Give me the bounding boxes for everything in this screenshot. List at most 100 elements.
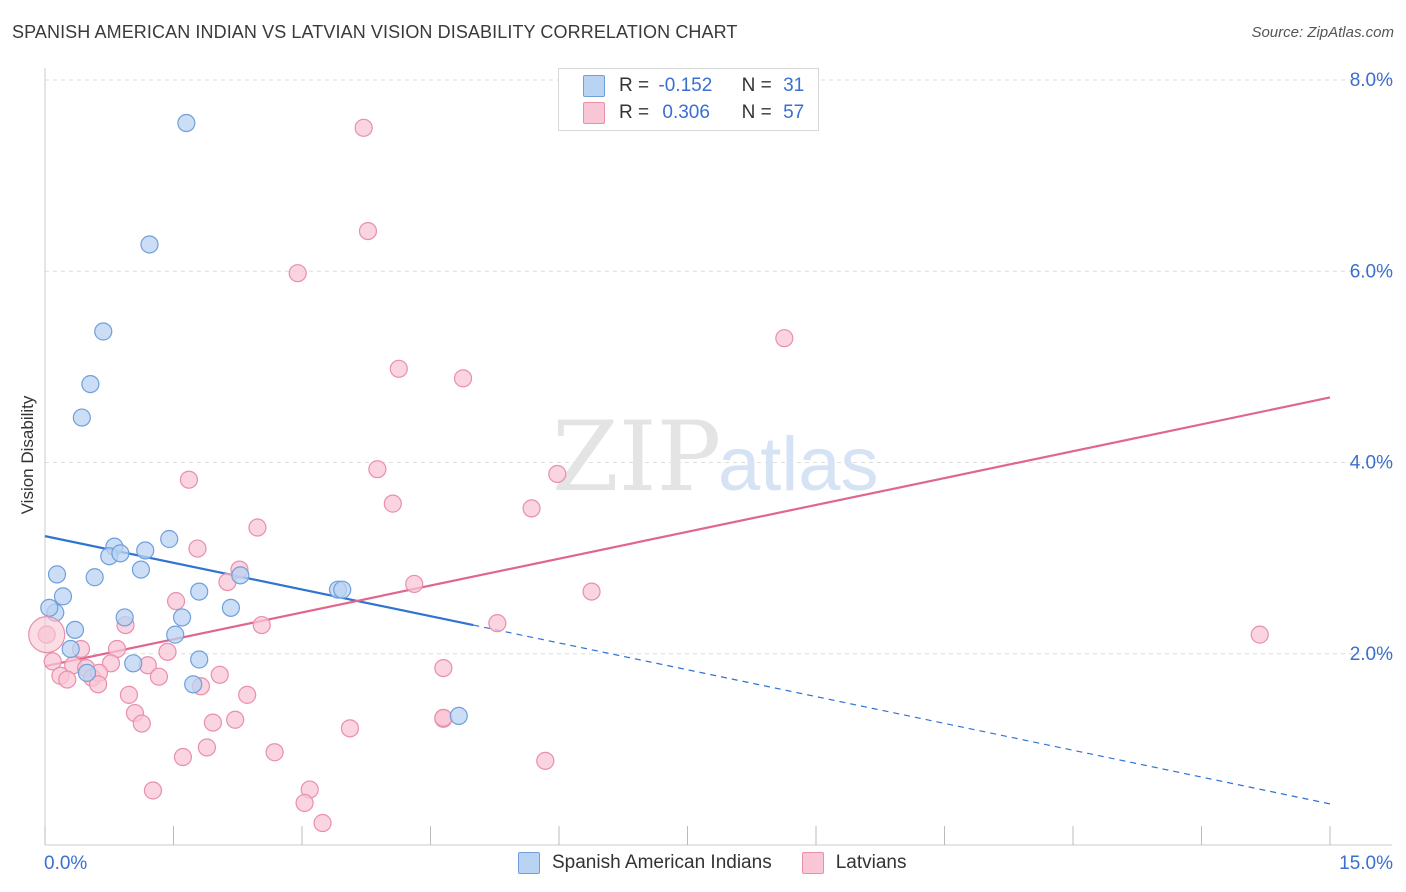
data-point-latvians bbox=[132, 714, 151, 733]
legend-swatch-blue bbox=[583, 75, 605, 97]
data-point-latvians bbox=[203, 713, 223, 732]
data-point-spanish-american-indians bbox=[65, 620, 85, 639]
data-point-spanish-american-indians bbox=[47, 565, 67, 584]
data-point-latvians bbox=[582, 582, 601, 601]
legend-swatch-pink bbox=[801, 852, 824, 874]
legend-item-latvians: Latvians bbox=[801, 852, 907, 874]
data-point-latvians bbox=[536, 751, 555, 770]
data-point-latvians bbox=[295, 793, 314, 813]
data-point-spanish-american-indians bbox=[166, 625, 185, 644]
y-tick-label: 6.0% bbox=[1350, 261, 1393, 282]
watermark-atlas: atlas bbox=[718, 422, 879, 507]
data-point-spanish-american-indians bbox=[190, 582, 209, 601]
data-point-latvians bbox=[149, 667, 169, 686]
data-points bbox=[28, 113, 1269, 833]
data-point-spanish-american-indians bbox=[111, 544, 130, 563]
legend-r-value: -0.152 bbox=[658, 75, 713, 96]
y-tick-label: 8.0% bbox=[1350, 70, 1393, 91]
data-point-spanish-american-indians bbox=[94, 322, 113, 341]
legend-r-value: 0.306 bbox=[662, 102, 710, 123]
data-point-latvians bbox=[43, 652, 62, 671]
data-point-spanish-american-indians bbox=[72, 408, 91, 427]
data-point-latvians bbox=[548, 464, 567, 484]
data-point-latvians bbox=[166, 592, 186, 611]
legend-swatch-blue bbox=[518, 852, 540, 874]
data-point-spanish-american-indians bbox=[53, 587, 73, 606]
data-point-latvians bbox=[383, 494, 402, 513]
data-point-latvians bbox=[522, 499, 541, 518]
data-point-spanish-american-indians bbox=[177, 113, 196, 133]
tick-labels: 2.0% 4.0% 6.0% 8.0% 0.0% 15.0% bbox=[44, 70, 1393, 874]
legend-swatch-pink bbox=[583, 102, 605, 124]
gridlines bbox=[45, 79, 1392, 655]
data-point-latvians bbox=[28, 616, 66, 654]
data-point-latvians bbox=[58, 670, 77, 689]
data-point-latvians bbox=[389, 359, 408, 378]
legend-label: Latvians bbox=[835, 852, 907, 873]
data-point-latvians bbox=[197, 738, 217, 757]
data-point-latvians bbox=[488, 614, 507, 633]
y-axis-label: Vision Disability bbox=[18, 395, 37, 515]
data-point-spanish-american-indians bbox=[449, 706, 468, 726]
y-tick-label: 4.0% bbox=[1350, 453, 1393, 474]
data-point-spanish-american-indians bbox=[333, 580, 352, 599]
data-point-spanish-american-indians bbox=[140, 235, 159, 254]
data-point-spanish-american-indians bbox=[61, 639, 80, 659]
source-credit: Source: ZipAtlas.com bbox=[1251, 24, 1394, 41]
data-point-spanish-american-indians bbox=[124, 654, 143, 673]
data-point-latvians bbox=[248, 518, 267, 537]
data-point-latvians bbox=[188, 539, 207, 558]
chart-title: SPANISH AMERICAN INDIAN VS LATVIAN VISIO… bbox=[12, 22, 738, 42]
data-point-latvians bbox=[340, 719, 360, 738]
data-point-latvians bbox=[158, 642, 177, 661]
data-point-spanish-american-indians bbox=[160, 529, 179, 549]
legend-item-spanish-american-indians: Spanish American Indians bbox=[518, 852, 772, 874]
data-point-spanish-american-indians bbox=[81, 374, 100, 394]
data-point-latvians bbox=[775, 329, 794, 348]
data-point-latvians bbox=[434, 708, 453, 727]
data-point-latvians bbox=[210, 665, 229, 684]
data-point-spanish-american-indians bbox=[85, 568, 104, 587]
legend-r-label: R = bbox=[619, 75, 650, 96]
axes bbox=[44, 68, 1392, 846]
trend-line-extension bbox=[473, 624, 1331, 805]
x-tick-label: 0.0% bbox=[44, 853, 87, 874]
data-point-latvians bbox=[368, 460, 387, 479]
data-point-latvians bbox=[143, 781, 163, 800]
data-point-spanish-american-indians bbox=[77, 663, 97, 682]
legend-n-label: N = bbox=[741, 75, 772, 96]
data-point-latvians bbox=[313, 813, 332, 833]
y-tick-label: 2.0% bbox=[1350, 644, 1393, 665]
data-point-spanish-american-indians bbox=[184, 675, 203, 694]
watermark: ZIP atlas bbox=[552, 401, 879, 513]
data-point-latvians bbox=[453, 369, 473, 388]
data-point-latvians bbox=[434, 658, 453, 678]
data-point-spanish-american-indians bbox=[131, 560, 151, 579]
data-point-spanish-american-indians bbox=[40, 598, 59, 617]
data-point-latvians bbox=[173, 747, 193, 767]
data-point-spanish-american-indians bbox=[115, 608, 134, 627]
legend-row-latvians: R = 0.306 N = 57 bbox=[583, 101, 804, 125]
data-point-latvians bbox=[119, 685, 139, 704]
data-point-latvians bbox=[89, 675, 108, 694]
correlation-legend: R = -0.152 N = 31 R = 0.306 N = 57 bbox=[558, 68, 819, 131]
data-point-latvians bbox=[101, 654, 121, 673]
watermark-zip: ZIP bbox=[552, 401, 721, 513]
data-point-latvians bbox=[405, 574, 424, 594]
legend-n-label: N = bbox=[741, 102, 772, 123]
legend-label: Spanish American Indians bbox=[552, 852, 772, 873]
data-point-spanish-american-indians bbox=[190, 650, 209, 669]
legend-n-value: 31 bbox=[783, 75, 805, 96]
data-point-latvians bbox=[179, 470, 199, 489]
data-point-spanish-american-indians bbox=[136, 541, 155, 560]
data-point-spanish-american-indians bbox=[172, 608, 192, 627]
data-point-latvians bbox=[1250, 625, 1269, 644]
series-legend: Spanish American Indians Latvians bbox=[518, 852, 936, 874]
x-tick-label: 15.0% bbox=[1339, 853, 1393, 874]
data-point-latvians bbox=[226, 710, 245, 729]
data-point-latvians bbox=[265, 743, 284, 762]
data-point-spanish-american-indians bbox=[231, 566, 250, 585]
legend-r-label: R = bbox=[619, 102, 650, 123]
data-point-spanish-american-indians bbox=[221, 598, 240, 617]
